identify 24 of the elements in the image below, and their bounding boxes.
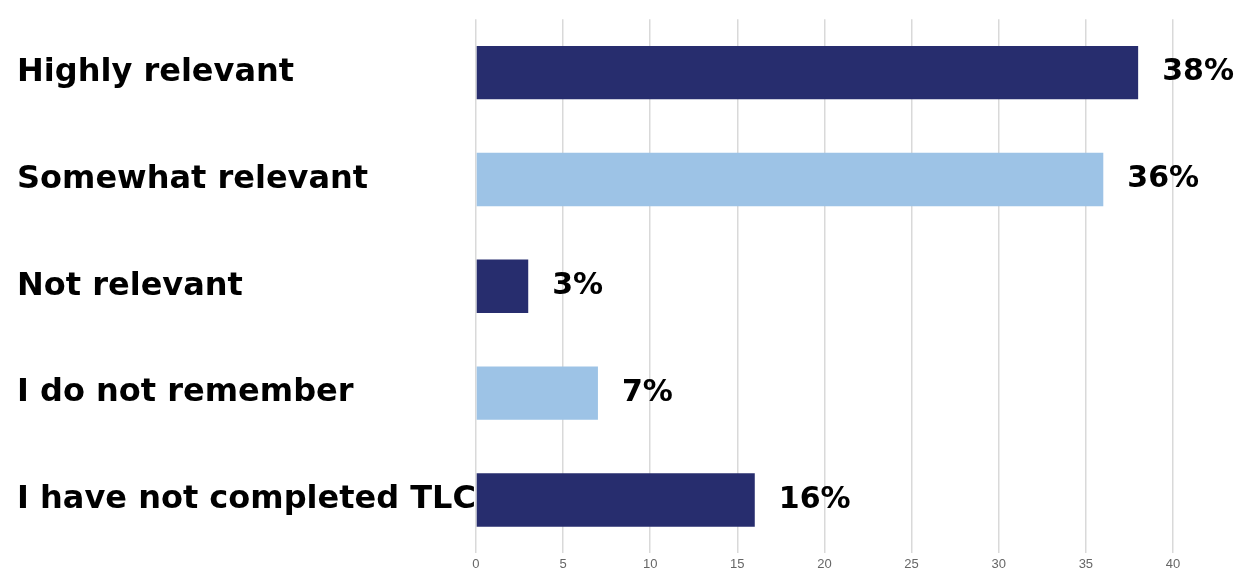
data-label: 16% xyxy=(778,479,851,515)
y-tick-label: I have not completed TLC xyxy=(17,478,476,517)
x-tick-label: 20 xyxy=(817,555,832,571)
bar xyxy=(476,259,529,314)
x-tick-label: 30 xyxy=(991,555,1006,571)
data-label: 3% xyxy=(552,266,604,302)
y-tick-label: Not relevant xyxy=(17,264,243,303)
bar xyxy=(476,152,1104,207)
y-tick-label: Somewhat relevant xyxy=(17,157,369,196)
x-tick-label: 40 xyxy=(1165,555,1181,571)
y-tick-label: I do not remember xyxy=(17,371,354,410)
data-label: 7% xyxy=(621,372,673,408)
x-tick-label: 25 xyxy=(904,555,919,571)
y-tick-label: Highly relevant xyxy=(17,50,295,89)
x-tick-label: 35 xyxy=(1078,555,1094,571)
x-tick-label: 10 xyxy=(642,555,658,571)
data-label: 36% xyxy=(1127,159,1200,195)
x-tick-label: 0 xyxy=(472,555,480,571)
bar xyxy=(476,366,598,420)
x-tick-label: 5 xyxy=(559,555,567,571)
bar xyxy=(476,473,755,527)
x-tick-label: 15 xyxy=(730,555,745,571)
data-label: 38% xyxy=(1162,52,1234,88)
bar xyxy=(476,45,1139,100)
